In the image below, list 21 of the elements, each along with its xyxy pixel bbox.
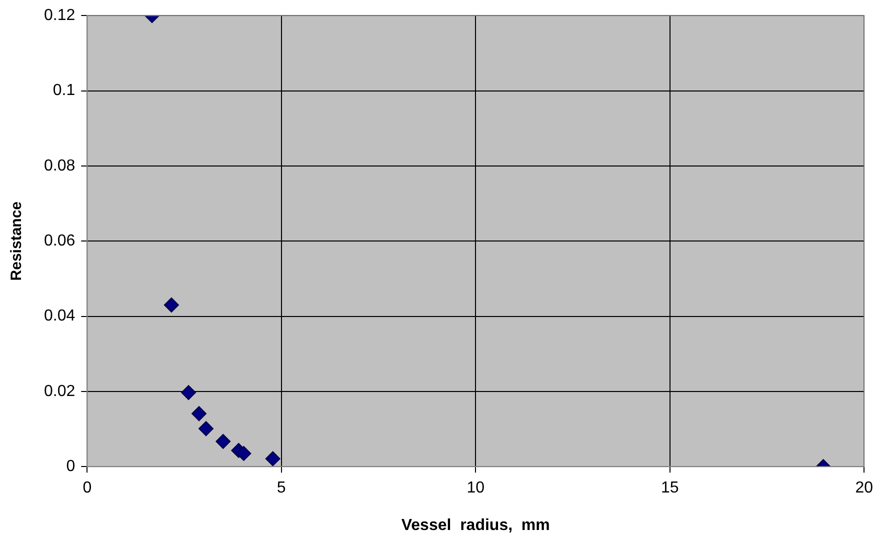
y-tick-label: 0.12: [44, 7, 76, 24]
point: [216, 434, 231, 449]
y-tick-label: 0: [66, 458, 76, 476]
point: [236, 446, 252, 461]
x-tick-label: 5: [276, 480, 286, 497]
point: [164, 297, 179, 312]
y-tick-label: 0.1: [52, 82, 76, 100]
point: [192, 406, 207, 422]
y-tick-label: 0.04: [44, 308, 76, 325]
x-tick-label: 20: [855, 480, 874, 497]
y-tick-label: 0.08: [44, 157, 76, 174]
x-axis-title: Vessel radius, mm: [401, 516, 550, 534]
point: [198, 421, 214, 436]
y-tick-label: 0.06: [44, 232, 76, 250]
y-axis-title: Resistance: [8, 201, 26, 281]
point: [181, 385, 196, 400]
point: [265, 451, 280, 466]
y-tick-label: 0.02: [44, 382, 76, 400]
x-tick-label: 15: [660, 480, 679, 497]
x-tick-label: 10: [466, 480, 485, 497]
x-tick-label: 0: [82, 480, 92, 497]
